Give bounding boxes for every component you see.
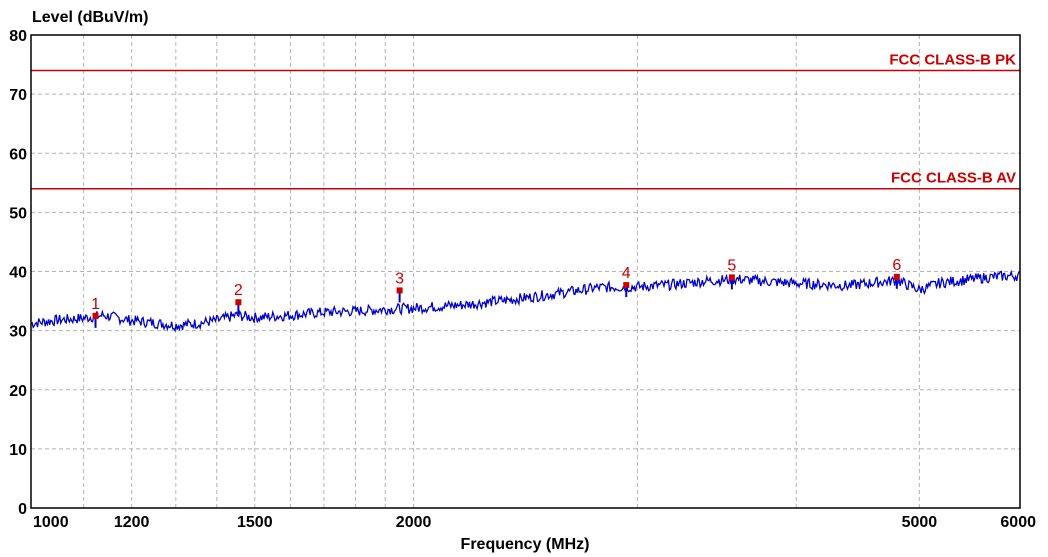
x-tick-label: 6000 bbox=[1000, 514, 1036, 531]
y-tick-label: 30 bbox=[9, 324, 27, 341]
y-tick-label: 20 bbox=[9, 383, 27, 400]
x-tick-label: 5000 bbox=[902, 514, 938, 531]
y-tick-label: 80 bbox=[9, 28, 27, 45]
marker-dot bbox=[623, 282, 630, 289]
marker-dot bbox=[893, 273, 900, 280]
data-series bbox=[30, 269, 1021, 333]
marker-dot bbox=[396, 287, 403, 294]
limit-line-label: FCC CLASS-B AV bbox=[891, 170, 1016, 187]
y-tick-label: 70 bbox=[9, 87, 27, 104]
marker-dot bbox=[728, 274, 735, 281]
series-line bbox=[30, 269, 1021, 333]
x-tick-label: 2000 bbox=[396, 514, 432, 531]
y-tick-label: 0 bbox=[18, 501, 27, 518]
y-tick-labels: 0 10 20 30 40 50 60 70 80 bbox=[9, 28, 27, 518]
x-tick-label: 1200 bbox=[114, 514, 150, 531]
marker-label: 1 bbox=[91, 296, 100, 313]
x-tick-labels: 1000 1200 1500 2000 5000 6000 bbox=[33, 514, 1036, 531]
marker-label: 6 bbox=[892, 257, 901, 274]
marker-label: 4 bbox=[622, 265, 631, 282]
limit-lines: FCC CLASS-B PK FCC CLASS-B AV bbox=[31, 51, 1020, 190]
y-tick-label: 40 bbox=[9, 265, 27, 282]
marker-label: 5 bbox=[727, 257, 736, 274]
x-axis-title: Frequency (MHz) bbox=[461, 536, 590, 553]
marker-dot bbox=[92, 312, 99, 319]
plot-frame bbox=[30, 34, 1021, 509]
limit-line-label: FCC CLASS-B PK bbox=[889, 51, 1016, 68]
marker-label: 3 bbox=[395, 270, 404, 287]
peak-markers: 1 2 3 4 5 6 bbox=[91, 257, 901, 328]
marker-label: 2 bbox=[234, 282, 243, 299]
y-axis-title: Level (dBuV/m) bbox=[32, 9, 148, 26]
y-tick-label: 10 bbox=[9, 442, 27, 459]
x-tick-label: 1000 bbox=[33, 514, 69, 531]
marker-dot bbox=[235, 299, 242, 306]
grid-lines bbox=[31, 35, 1020, 508]
y-tick-label: 50 bbox=[9, 205, 27, 222]
x-tick-label: 1500 bbox=[237, 514, 273, 531]
y-tick-label: 60 bbox=[9, 146, 27, 163]
